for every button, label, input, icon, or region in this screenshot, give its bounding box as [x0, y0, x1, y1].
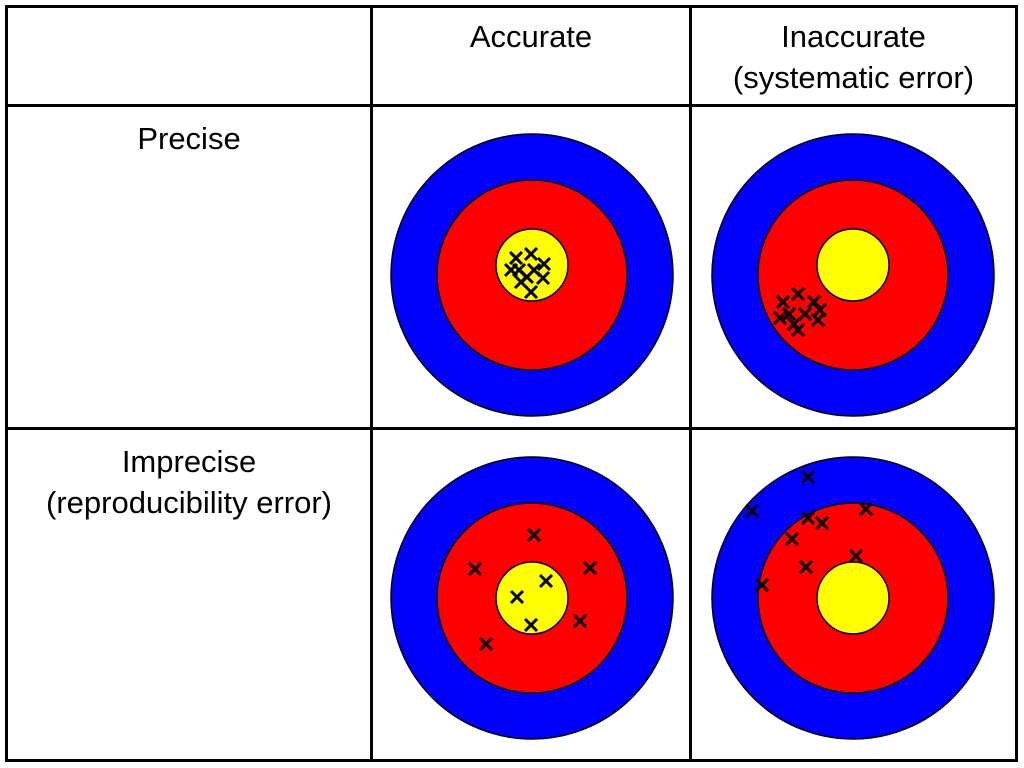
inaccurate-imprecise-hit-mark: [754, 577, 770, 593]
accurate-imprecise-hit-mark: [509, 589, 525, 605]
accurate-imprecise-hit-mark: [582, 560, 598, 576]
target-inaccurate-precise: [711, 133, 995, 417]
accurate-precise-hit-mark: [523, 284, 539, 300]
accurate-precise-hit-mark: [536, 256, 552, 272]
row-header-imprecise-line-1: Imprecise: [121, 444, 257, 479]
inaccurate-imprecise-hit-mark: [744, 503, 760, 519]
inaccurate-precise-hit-mark: [775, 294, 791, 310]
grid-divider-horizontal-2: [5, 427, 1018, 430]
accurate-imprecise-hit-mark: [467, 561, 483, 577]
inaccurate-precise-hit-mark: [797, 306, 813, 322]
target-accurate-imprecise: [390, 456, 674, 740]
inaccurate-imprecise-hit-mark: [800, 510, 816, 526]
grid-divider-vertical-2: [689, 5, 692, 762]
column-header-inaccurate-line-1: Inaccurate: [781, 19, 926, 54]
inaccurate-precise-hit-mark: [790, 286, 806, 302]
row-header-imprecise: Imprecise (reproducibility error): [8, 441, 370, 523]
column-header-accurate: Accurate: [373, 16, 689, 57]
accurate-precise-hit-mark: [508, 250, 524, 266]
inaccurate-precise-hit-mark: [781, 306, 797, 322]
inaccurate-imprecise-hit-mark: [800, 469, 816, 485]
column-header-inaccurate-line-2: (systematic error): [732, 60, 975, 95]
inaccurate-imprecise-hit-mark: [784, 531, 800, 547]
accurate-imprecise-hit-mark: [526, 527, 542, 543]
column-header-accurate-line-1: Accurate: [469, 19, 593, 54]
inaccurate-precise-bullseye: [816, 228, 890, 302]
inaccurate-imprecise-hit-mark: [858, 501, 874, 517]
comparison-grid: [5, 5, 1018, 762]
accurate-imprecise-hit-mark: [572, 613, 588, 629]
grid-divider-vertical-1: [370, 5, 373, 762]
accurate-precise-hit-mark: [535, 270, 551, 286]
target-inaccurate-imprecise: [711, 456, 995, 740]
row-header-precise-line-1: Precise: [137, 121, 241, 156]
inaccurate-imprecise-hit-mark: [848, 548, 864, 564]
inaccurate-precise-hit-mark: [772, 310, 788, 326]
accurate-imprecise-hit-mark: [478, 636, 494, 652]
grid-divider-horizontal-1: [5, 104, 1018, 107]
accurate-imprecise-bullseye: [495, 561, 569, 635]
inaccurate-imprecise-hit-mark: [814, 515, 830, 531]
inaccurate-imprecise-hit-mark: [798, 559, 814, 575]
inaccurate-precise-hit-mark: [790, 322, 806, 338]
accurate-imprecise-hit-mark: [538, 573, 554, 589]
inaccurate-imprecise-bullseye: [816, 561, 890, 635]
accurate-precise-hit-mark: [503, 262, 519, 278]
row-header-precise: Precise: [8, 118, 370, 159]
row-header-imprecise-line-2: (reproducibility error): [46, 485, 332, 520]
target-accurate-precise: [390, 133, 674, 417]
accurate-imprecise-hit-mark: [523, 617, 539, 633]
accurate-precise-hit-mark: [523, 246, 539, 262]
column-header-inaccurate: Inaccurate (systematic error): [692, 16, 1015, 98]
inaccurate-precise-hit-mark: [810, 312, 826, 328]
